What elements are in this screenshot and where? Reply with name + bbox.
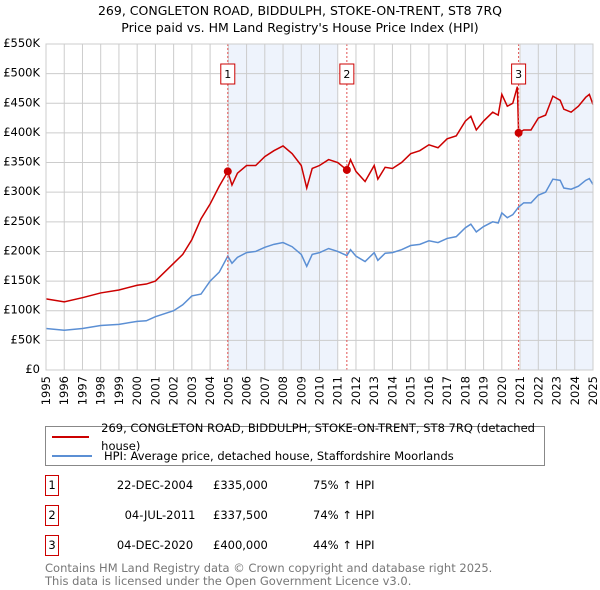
y-tick-label: £200K [3,243,40,257]
x-tick-label: 2023 [550,376,564,405]
sale-hpi-diff: 74% ↑ HPI [313,508,375,522]
sale-label: 1 [224,68,231,81]
x-tick-label: 2007 [258,376,272,405]
y-tick-label: £100K [3,303,40,317]
sale-label-box [511,63,527,85]
x-tick-label: 1999 [112,376,126,405]
x-tick-label: 1995 [39,376,53,405]
x-tick-label: 2021 [513,376,527,405]
y-tick-label: £450K [3,95,40,109]
footer-licence: This data is licensed under the Open Gov… [45,574,412,588]
x-tick-label: 2004 [203,376,217,405]
x-tick-label: 2001 [148,376,162,405]
sale-point [514,128,523,137]
plot-frame [45,43,594,371]
x-tick-label: 2010 [313,376,327,405]
sale-marker-badge: 3 [45,535,59,556]
sale-hpi-diff: 75% ↑ HPI [313,478,375,492]
x-tick-label: 2011 [331,376,345,405]
x-tick-label: 2019 [477,376,491,405]
x-tick-label: 2009 [294,376,308,405]
x-tick-label: 2024 [568,376,582,405]
footer-copyright: Contains HM Land Registry data © Crown c… [45,561,493,575]
x-tick-label: 2008 [276,376,290,405]
sale-date: 04-DEC-2020 [116,538,194,552]
x-tick-label: 2018 [458,376,472,405]
legend-item-hpi: HPI: Average price, detached house, Staf… [52,447,454,465]
property-price-line [45,86,594,303]
x-tick-label: 1997 [75,376,89,405]
y-tick-label: £150K [3,273,40,287]
sale-marker-badge: 2 [45,505,59,526]
y-tick-label: £500K [3,66,40,80]
sale-price: £400,000 [213,538,268,552]
x-tick-label: 2003 [185,376,199,405]
price-chart: 1995 1996 1997 1998 1999 2000 2001 2002 2003 2004… [3,36,600,405]
x-tick-label: 2017 [440,376,454,405]
sale-price: £337,500 [213,508,268,522]
sale-hpi-diff: 44% ↑ HPI [313,538,375,552]
x-tick-label: 2000 [130,376,144,405]
x-tick-label: 2006 [240,376,254,405]
y-tick-label: £400K [3,125,40,139]
sale-point [223,167,232,176]
y-tick-label: £550K [3,36,40,50]
y-tick-label: £50K [11,332,41,346]
table-row: 1 22-DEC-2004 £335,000 75% ↑ HPI [45,475,445,496]
table-row: 2 04-JUL-2011 £337,500 74% ↑ HPI [45,505,445,526]
legend: 269, CONGLETON ROAD, BIDDULPH, STOKE-ON-… [45,421,545,466]
legend-swatch-hpi [52,455,92,457]
x-tick-label: 2015 [404,376,418,405]
legend-label-hpi: HPI: Average price, detached house, Staf… [104,449,454,463]
chart-subtitle: Price paid vs. HM Land Registry's House … [121,20,479,35]
sale-label-box [220,63,236,85]
table-row: 3 04-DEC-2020 £400,000 44% ↑ HPI [45,535,445,556]
legend-item-property: 269, CONGLETON ROAD, BIDDULPH, STOKE-ON-… [52,421,544,453]
sale-label: 3 [515,68,522,81]
x-tick-label: 2012 [349,376,363,405]
x-tick-label: 2013 [367,376,381,405]
sale-price: £335,000 [213,478,268,492]
sale-label: 2 [343,68,350,81]
y-tick-label: £350K [3,155,40,169]
x-tick-label: 2020 [495,376,509,405]
sale-point [342,165,351,174]
x-tick-label: 2005 [221,376,235,405]
x-tick-label: 2014 [385,376,399,405]
y-tick-label: £300K [3,184,40,198]
y-tick-label: £0 [25,362,40,376]
x-tick-label: 1996 [57,376,71,405]
x-tick-label: 2025 [586,376,600,405]
x-tick-label: 1998 [94,376,108,405]
chart-title: 269, CONGLETON ROAD, BIDDULPH, STOKE-ON-… [97,3,503,18]
x-tick-label: 2016 [422,376,436,405]
legend-swatch-property [52,436,90,438]
footer: Contains HM Land Registry data © Crown c… [45,562,492,588]
y-tick-label: £250K [3,214,40,228]
sale-marker-badge: 1 [45,475,59,496]
sale-label-box [339,63,355,85]
x-tick-label: 2022 [531,376,545,405]
legend-label-property: 269, CONGLETON ROAD, BIDDULPH, STOKE-ON-… [101,421,535,453]
hpi-line [45,177,594,332]
x-tick-label: 2002 [167,376,181,405]
sale-date: 04-JUL-2011 [124,508,196,522]
sale-date: 22-DEC-2004 [116,478,194,492]
